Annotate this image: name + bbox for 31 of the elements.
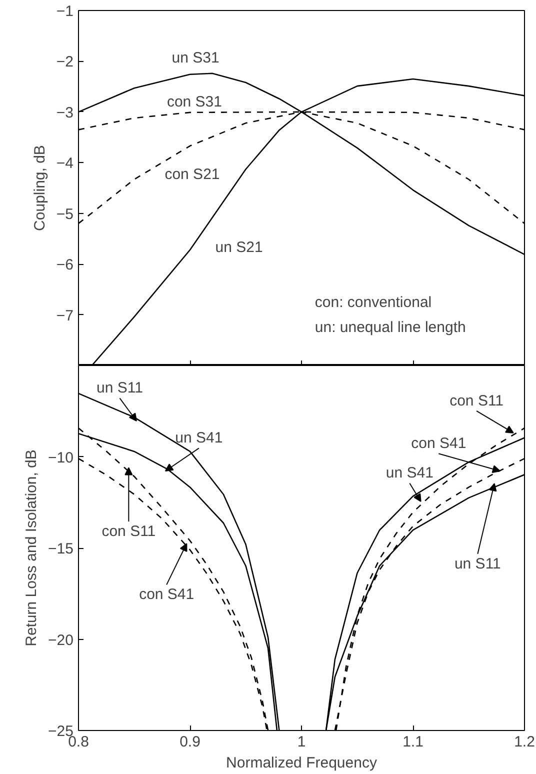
y-tick-label: −15 [48,540,74,558]
series-label: un S21 [215,238,263,256]
x-tick-label: 1.2 [514,734,535,750]
y-tick-label: −2 [56,54,74,71]
x-axis-title: Normalized Frequency [226,754,378,772]
annotation: con S11 [102,523,156,540]
y-axis-title: Return Loss and Isolation, dB [23,450,40,646]
y-tick-label: −1 [56,3,74,20]
x-tick-label: 1 [297,734,306,750]
annotation: con S41 [411,435,466,452]
annotation: un S41 [386,464,434,482]
y-axis-title: Coupling, dB [31,145,48,231]
y-tick-label: −10 [48,449,74,466]
annotation: un S11 [96,380,143,397]
annotation: con S41 [139,586,194,604]
annotation: un S11 [454,555,501,572]
y-tick-label: −7 [56,307,74,324]
x-tick-label: 1.1 [402,734,424,750]
annotation: un S41 [175,430,223,447]
annotation: con: conventional [314,294,432,312]
y-tick-label: −5 [56,206,74,223]
series-label: un S31 [172,50,220,67]
y-tick-label: −20 [48,632,74,649]
annotation: un: unequal line length [314,318,466,336]
x-tick-label: 0.9 [180,734,200,750]
y-tick-label: −6 [56,256,74,274]
annotation: con S11 [450,392,504,410]
y-tick-label: −3 [56,104,74,122]
series-label: con S31 [166,93,222,110]
series-label: con S21 [164,166,220,183]
y-tick-label: −4 [56,155,74,172]
